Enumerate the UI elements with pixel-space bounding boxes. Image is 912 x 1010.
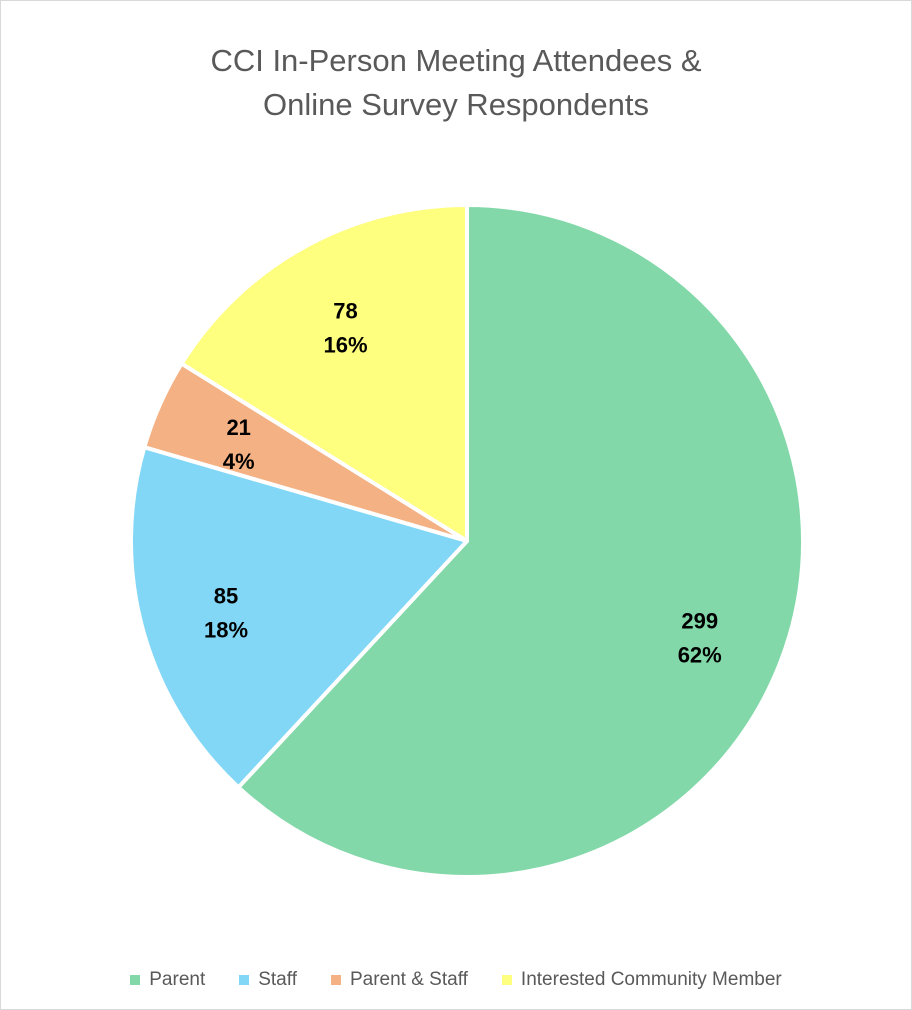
chart-title-line-2: Online Survey Respondents <box>262 87 649 122</box>
data-label-value: 21 <box>226 415 250 440</box>
data-label-parent-and-staff: 21 4% <box>223 415 255 474</box>
legend-swatch-staff <box>239 975 250 985</box>
chart-title-line-1: CCI In-Person Meeting Attendees & <box>210 43 702 78</box>
pie-slice-interested-community-member <box>179 203 469 543</box>
pie-data-labels: 299 62%85 18%21 4%78 16% <box>204 298 722 667</box>
data-label-value: 78 <box>333 298 357 323</box>
data-label-percent: 18% <box>204 618 248 643</box>
data-label-value: 299 <box>681 608 718 633</box>
legend-item-parent: Parent <box>130 969 205 991</box>
chart-title: CCI In-Person Meeting Attendees & Online… <box>1 39 911 127</box>
data-label-interested-community-member: 78 16% <box>324 298 368 357</box>
legend-swatch-parent <box>130 975 141 985</box>
legend-label-staff: Staff <box>258 969 297 990</box>
pie-slices <box>129 203 805 879</box>
legend-label-interested-community-member: Interested Community Member <box>520 969 782 990</box>
legend-label-parent: Parent <box>149 969 206 990</box>
legend-label-parent-and-staff: Parent & Staff <box>349 969 468 990</box>
data-label-percent: 16% <box>324 332 368 357</box>
data-label-value: 85 <box>214 584 238 609</box>
legend-item-staff: Staff <box>239 969 297 991</box>
legend-swatch-interested-community-member <box>501 975 512 985</box>
data-label-percent: 4% <box>223 449 255 474</box>
data-label-parent: 299 62% <box>678 608 722 667</box>
legend-item-interested-community-member: Interested Community Member <box>501 969 782 991</box>
chart-legend: Parent Staff Parent & Staff Interested C… <box>1 969 911 991</box>
legend-item-parent-and-staff: Parent & Staff <box>330 969 468 991</box>
data-label-percent: 62% <box>678 642 722 667</box>
pie-slice-staff <box>129 445 469 790</box>
data-label-staff: 85 18% <box>204 584 248 643</box>
pie-slice-parent <box>236 203 805 879</box>
legend-swatch-parent-and-staff <box>330 975 341 985</box>
